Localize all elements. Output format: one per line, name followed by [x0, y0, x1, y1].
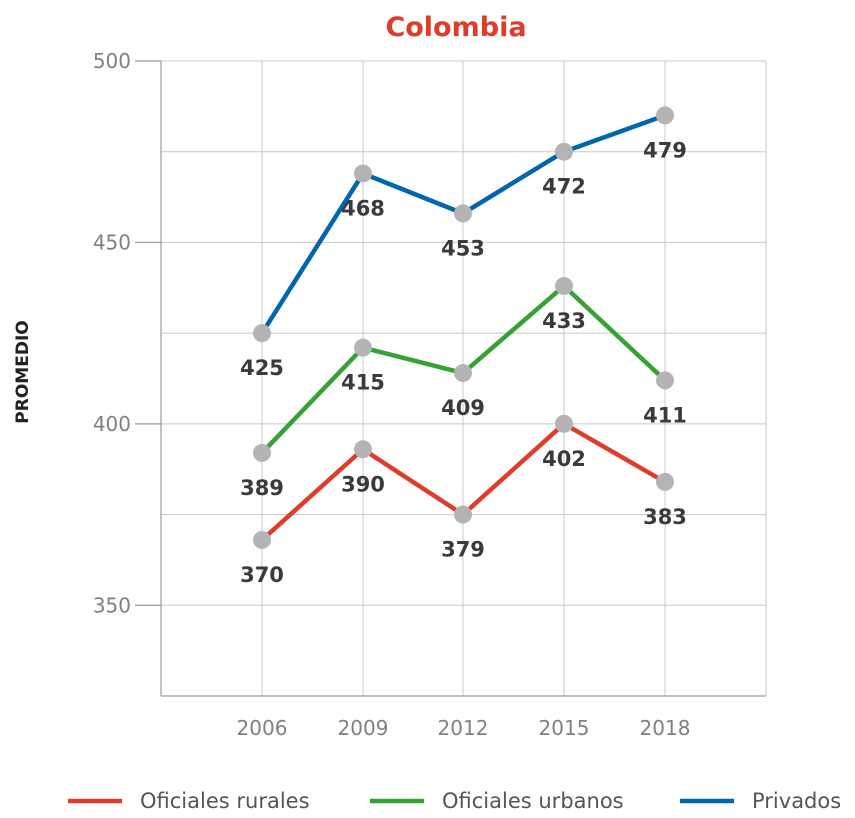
data-label: 402 [542, 447, 586, 471]
data-point [656, 472, 674, 491]
data-point [555, 142, 573, 161]
data-point [253, 443, 271, 462]
y-tick-label: 500 [93, 49, 131, 73]
data-point [555, 414, 573, 433]
data-label: 409 [441, 396, 485, 420]
x-tick-label: 2018 [640, 716, 691, 740]
y-tick-label: 400 [93, 412, 131, 436]
x-axis-ticks: 2006 2009 2012 2015 2018 [237, 716, 691, 740]
y-axis-ticks: 350 400 450 500 [93, 49, 131, 617]
legend-label: Oficiales urbanos [442, 789, 624, 813]
data-point [454, 204, 472, 223]
x-tick-label: 2009 [338, 716, 389, 740]
data-label: 390 [341, 472, 385, 496]
data-point [253, 530, 271, 549]
y-tick-label: 450 [93, 230, 131, 254]
data-label: 411 [643, 403, 687, 427]
data-point [656, 371, 674, 390]
legend-label: Oficiales rurales [140, 789, 310, 813]
data-label: 379 [441, 538, 485, 562]
data-label: 383 [643, 505, 687, 529]
series-markers [253, 106, 674, 549]
data-point [555, 276, 573, 295]
data-label: 415 [341, 371, 385, 395]
data-point [454, 505, 472, 524]
y-tick-label: 350 [93, 593, 131, 617]
x-tick-label: 2012 [438, 716, 489, 740]
data-point [253, 324, 271, 343]
legend-label: Privados [752, 789, 841, 813]
data-label: 453 [441, 236, 485, 260]
data-point [454, 364, 472, 383]
data-label: 472 [542, 175, 586, 199]
data-labels: 370 390 379 402 383 389 415 409 433 411 425 468 453 4… [240, 138, 687, 587]
data-point [354, 164, 372, 183]
x-tick-label: 2006 [237, 716, 288, 740]
data-label: 433 [542, 309, 586, 333]
data-point [656, 106, 674, 125]
data-point [354, 440, 372, 459]
chart-title: Colombia [385, 12, 526, 43]
data-label: 370 [240, 563, 284, 587]
data-point [354, 338, 372, 357]
x-tick-label: 2015 [539, 716, 590, 740]
legend: Oficiales rurales Oficiales urbanos Privad… [68, 789, 841, 813]
data-label: 479 [643, 138, 687, 162]
data-label: 425 [240, 356, 284, 380]
data-label: 468 [341, 196, 385, 220]
y-axis-label: PROMEDIO [13, 320, 33, 423]
data-label: 389 [240, 476, 284, 500]
